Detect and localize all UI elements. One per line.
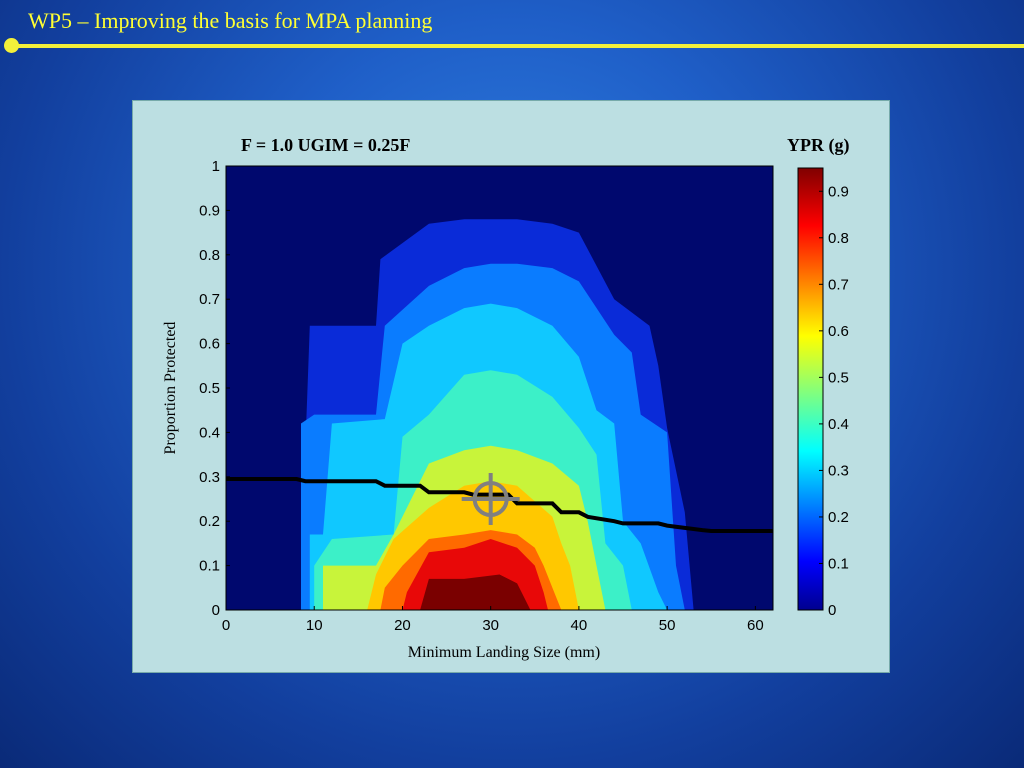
colorbar-tick-label: 0 [828,602,836,619]
x-tick-label: 30 [482,617,499,634]
slide-title: WP5 – Improving the basis for MPA planni… [28,8,433,33]
y-tick-label: 0.3 [199,469,220,486]
y-tick-label: 0.7 [199,291,220,308]
colorbar-tick-label: 0.7 [828,276,849,293]
colorbar-tick-label: 0.4 [828,416,849,433]
y-tick-label: 0.2 [199,513,220,530]
x-tick-label: 20 [394,617,411,634]
y-tick-label: 0.9 [199,202,220,219]
y-tick-label: 0.6 [199,336,220,353]
x-tick-label: 0 [222,617,230,634]
y-tick-label: 1 [212,158,220,175]
colorbar-gradient [797,167,824,611]
x-tick-label: 50 [659,617,676,634]
y-tick-label: 0 [212,602,220,619]
colorbar-tick-label: 0.2 [828,509,849,526]
colorbar-tick-label: 0.3 [828,462,849,479]
y-tick-label: 0.4 [199,424,220,441]
crosshair-marker [461,473,520,525]
title-bullet-dot [4,38,19,53]
x-tick-label: 60 [747,617,764,634]
x-tick-label: 10 [306,617,323,634]
colorbar-tick-label: 0.6 [828,323,849,340]
chart-title: F = 1.0 UGIM = 0.25F [241,135,410,155]
title-rule [12,44,1024,48]
series-line-0 [226,477,773,533]
figure-panel: F = 1.0 UGIM = 0.25F YPR (g) 0 10 20 30 40 50… [132,100,890,673]
ypr-contour-chart: F = 1.0 UGIM = 0.25F YPR (g) 0 10 20 30 40 50… [162,135,849,661]
colorbar-tick-label: 0.9 [828,183,849,200]
colorbar-title: YPR (g) [787,135,849,156]
colorbar-tick-label: 0.5 [828,369,849,386]
x-tick-label: 40 [571,617,588,634]
contour-level-0.9 [420,574,531,610]
y-tick-label: 0.1 [199,558,220,575]
y-axis-label: Proportion Protected [162,322,179,455]
x-axis-label: Minimum Landing Size (mm) [408,644,600,661]
y-tick-label: 0.5 [199,380,220,397]
colorbar-tick-label: 0.1 [828,555,849,572]
colorbar-tick-label: 0.8 [828,230,849,247]
y-tick-label: 0.8 [199,247,220,264]
